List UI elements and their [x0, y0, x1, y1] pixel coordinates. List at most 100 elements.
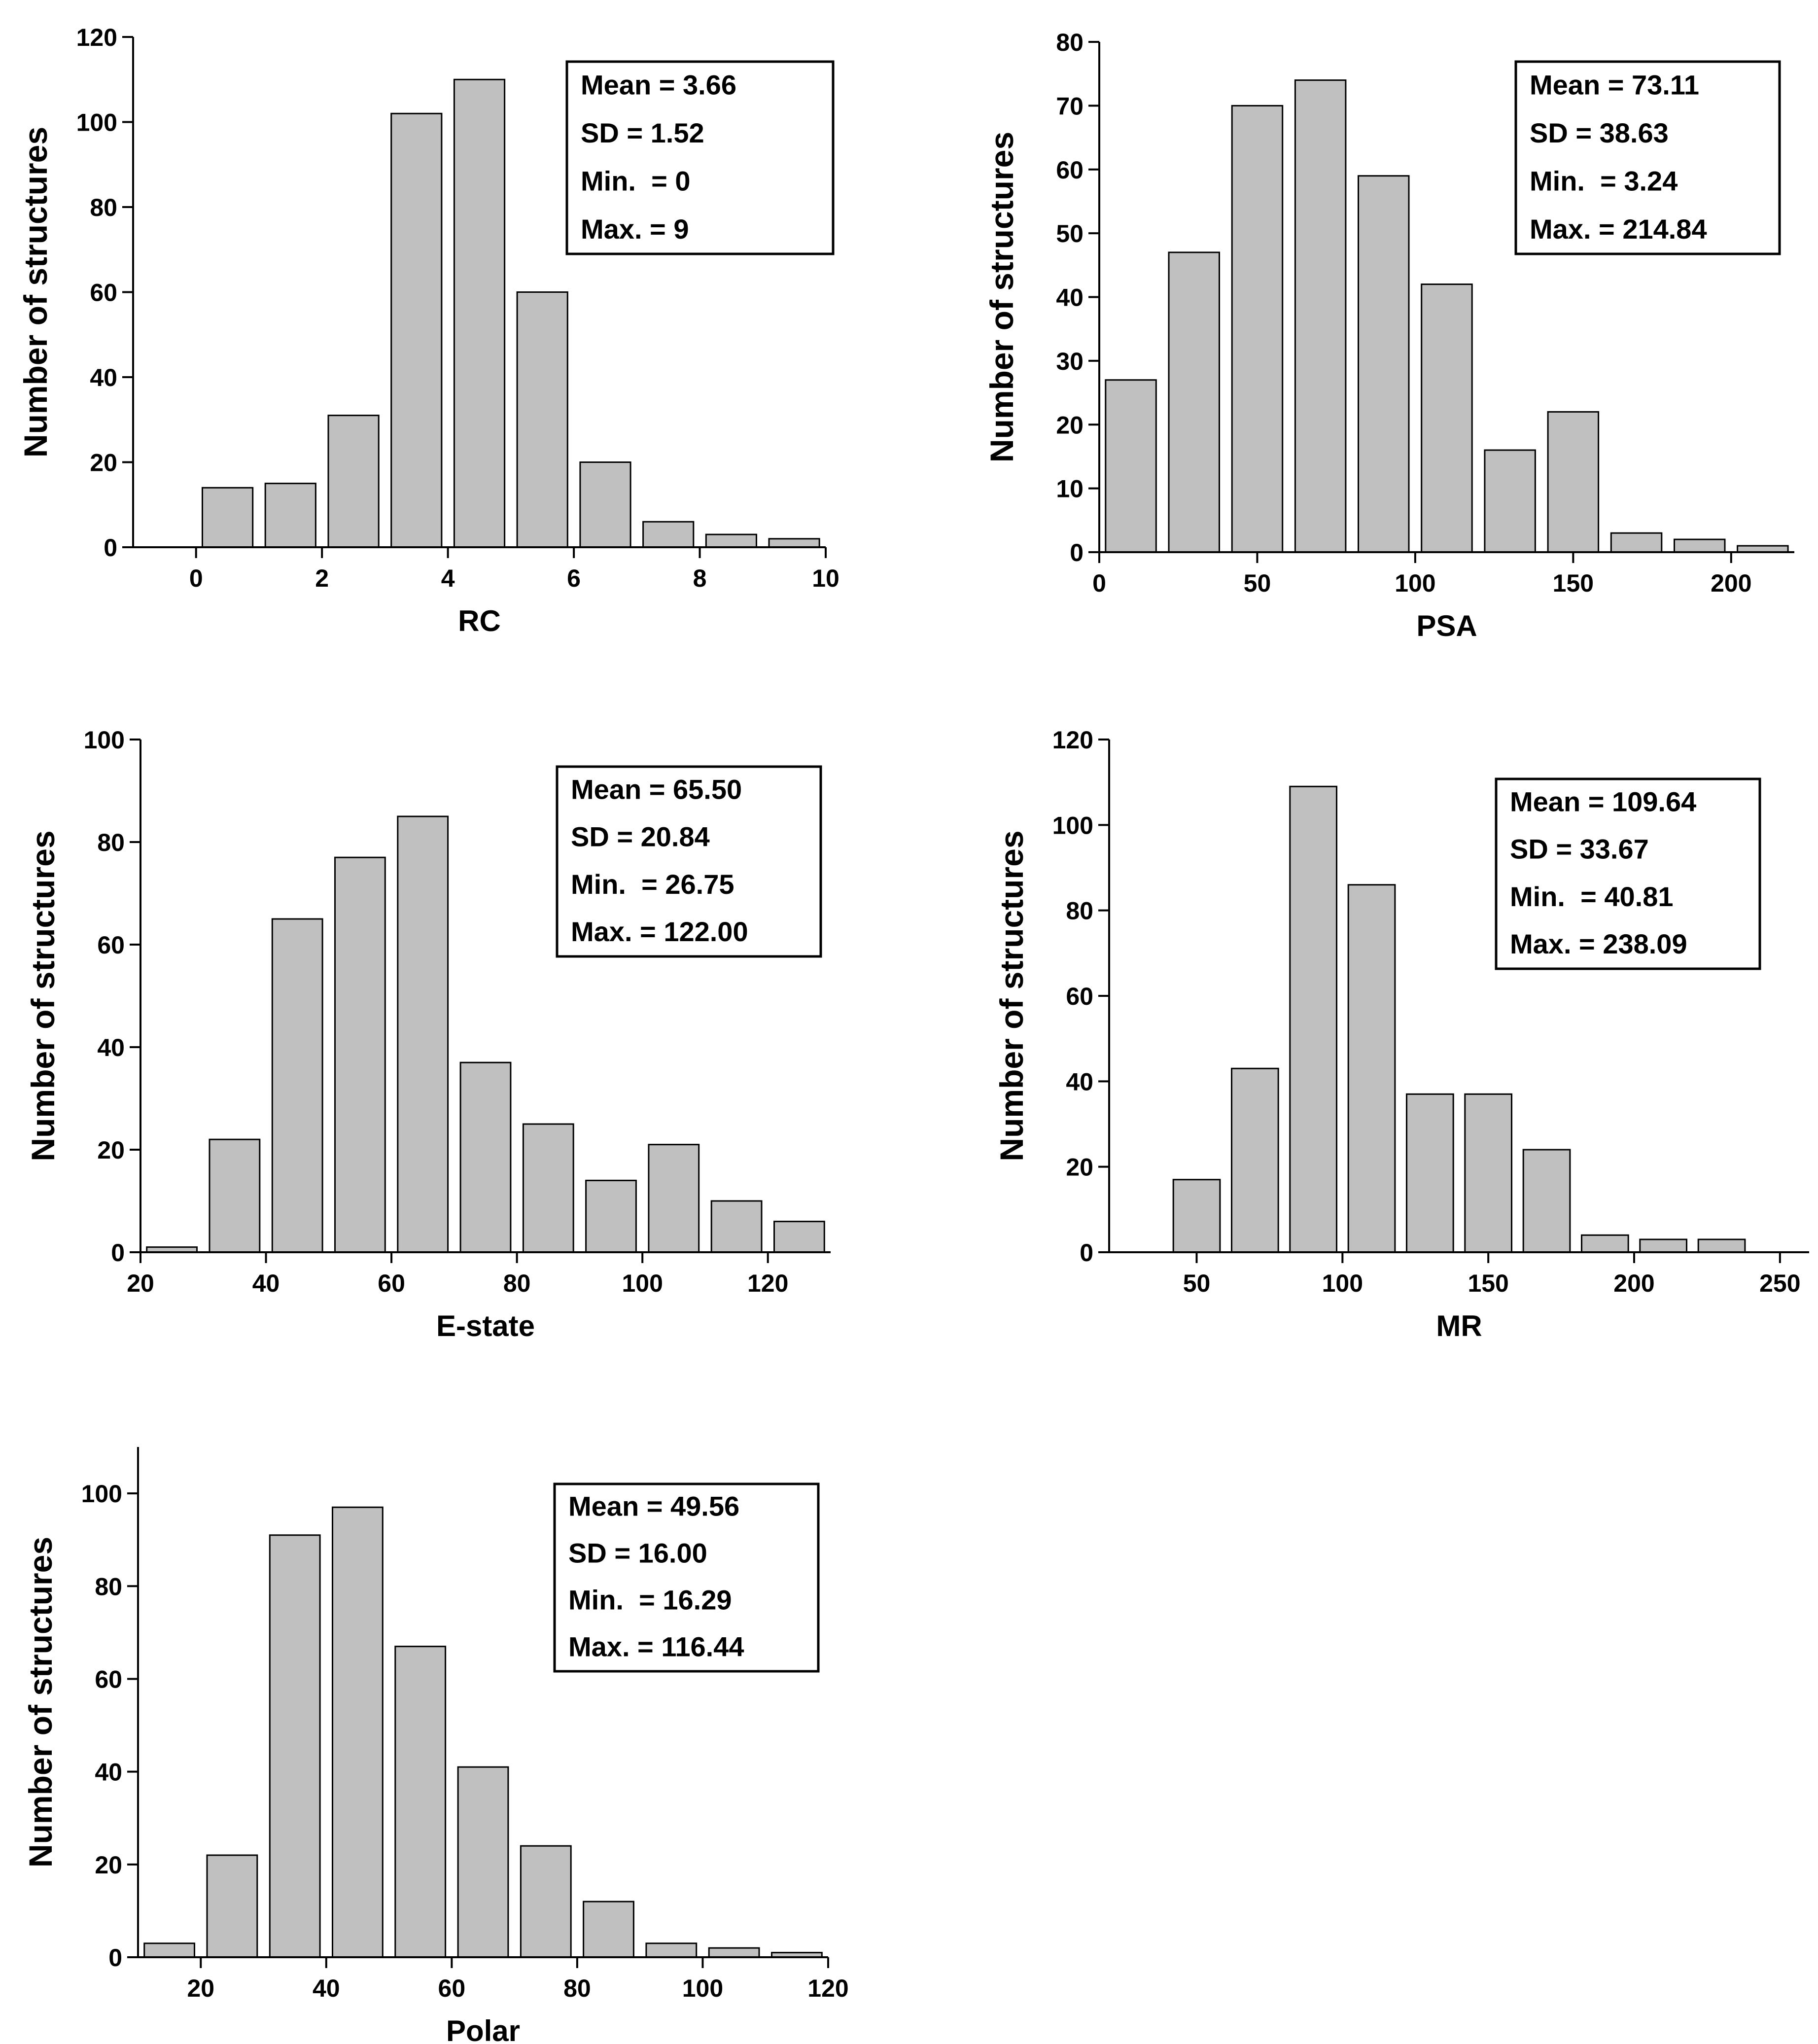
- y-tick-label: 40: [1056, 284, 1084, 312]
- histogram-bar: [1547, 411, 1600, 553]
- histogram-bar: [209, 1138, 261, 1253]
- histogram-bar: [1697, 1238, 1746, 1253]
- y-tick-label: 20: [1056, 411, 1084, 439]
- stats-line: Max. = 122.00: [571, 916, 748, 947]
- x-tick-label: 40: [252, 1269, 280, 1297]
- x-tick-label: 20: [187, 1974, 214, 2002]
- histogram-bar: [1289, 785, 1338, 1253]
- stats-line: Max. = 238.09: [1510, 928, 1687, 959]
- y-tick-label: 120: [1052, 726, 1093, 754]
- x-axis-label: PSA: [1416, 609, 1477, 642]
- stats-line: SD = 1.52: [581, 117, 704, 148]
- x-tick-label: 2: [315, 564, 329, 592]
- stats-line: Mean = 73.11: [1530, 69, 1699, 100]
- histogram-bar: [1522, 1149, 1571, 1253]
- histogram-bar: [394, 1646, 447, 1958]
- x-tick-label: 100: [682, 1974, 723, 2002]
- stats-line: Mean = 109.64: [1510, 786, 1696, 817]
- x-tick-label: 120: [747, 1269, 788, 1297]
- histogram-bar: [648, 1144, 700, 1253]
- histogram-bar: [1581, 1234, 1629, 1253]
- y-tick-label: 40: [1066, 1068, 1093, 1095]
- stats-box: [556, 765, 822, 958]
- histogram-bar: [271, 918, 323, 1253]
- histogram-bar: [708, 1947, 760, 1958]
- y-tick-label: 20: [95, 1851, 122, 1879]
- y-tick-label: 80: [90, 194, 117, 221]
- stats-line: Min. = 16.29: [568, 1585, 732, 1616]
- y-tick-label: 30: [1056, 348, 1084, 375]
- y-tick-label: 80: [1056, 29, 1084, 56]
- histogram-bar: [206, 1854, 258, 1958]
- y-tick-label: 0: [1070, 539, 1084, 566]
- stats-line: Min. = 40.81: [1510, 881, 1674, 912]
- histogram-bar: [642, 521, 695, 548]
- stats-line: Min. = 3.24: [1530, 165, 1678, 196]
- x-tick-label: 150: [1468, 1269, 1508, 1297]
- y-tick-label: 100: [84, 726, 125, 754]
- x-axis-label: E-state: [436, 1309, 535, 1342]
- stats-line: Min. = 0: [581, 165, 691, 196]
- stats-line: Max. = 214.84: [1530, 213, 1707, 245]
- x-tick-label: 4: [441, 564, 455, 592]
- stats-line: Max. = 116.44: [568, 1631, 744, 1662]
- histogram-bar: [459, 1061, 512, 1253]
- y-tick-label: 40: [95, 1759, 122, 1786]
- x-axis-label: MR: [1436, 1309, 1482, 1342]
- histogram-bar: [710, 1200, 763, 1253]
- y-tick-label: 80: [97, 829, 125, 856]
- y-axis-label: Number of structures: [22, 1537, 59, 1868]
- y-tick-label: 0: [108, 1944, 122, 1972]
- y-tick-label: 60: [97, 931, 125, 959]
- x-tick-label: 20: [127, 1269, 154, 1297]
- stats-line: Mean = 65.50: [571, 774, 742, 805]
- histogram-bar: [516, 291, 568, 548]
- y-tick-label: 20: [90, 449, 117, 477]
- y-tick-label: 80: [95, 1573, 122, 1600]
- x-tick-label: 8: [693, 564, 707, 592]
- stats-box: [565, 60, 835, 255]
- histogram-bar: [1172, 1179, 1221, 1253]
- stats-line: SD = 38.63: [1530, 117, 1669, 148]
- y-tick-label: 0: [111, 1239, 125, 1267]
- histogram-bar: [202, 487, 254, 548]
- y-tick-label: 20: [1066, 1154, 1093, 1181]
- x-tick-label: 60: [378, 1269, 405, 1297]
- x-tick-label: 100: [1395, 569, 1435, 597]
- y-tick-label: 60: [1056, 156, 1084, 184]
- histogram-bar: [457, 1766, 509, 1958]
- histogram-bar: [1464, 1093, 1513, 1253]
- histogram-bar: [390, 112, 443, 548]
- stats-line: SD = 33.67: [1510, 834, 1649, 865]
- stats-box: [553, 1482, 820, 1673]
- histogram-bar: [1421, 283, 1473, 553]
- stats-line: SD = 20.84: [571, 821, 710, 852]
- histogram-bar: [264, 483, 316, 548]
- x-tick-label: 0: [1092, 569, 1106, 597]
- x-tick-label: 60: [438, 1974, 466, 2002]
- histogram-bar: [143, 1942, 196, 1958]
- x-tick-label: 50: [1244, 569, 1271, 597]
- y-tick-label: 40: [97, 1034, 125, 1061]
- y-tick-label: 0: [1080, 1239, 1093, 1267]
- x-tick-label: 100: [1322, 1269, 1363, 1297]
- x-tick-label: 80: [563, 1974, 591, 2002]
- y-tick-label: 20: [97, 1136, 125, 1164]
- y-tick-label: 80: [1066, 897, 1093, 925]
- stats-box: [1495, 777, 1761, 970]
- y-tick-label: 40: [90, 364, 117, 391]
- x-tick-label: 250: [1759, 1269, 1800, 1297]
- stats-line: SD = 16.00: [568, 1538, 707, 1569]
- x-tick-label: 40: [313, 1974, 340, 2002]
- y-tick-label: 60: [95, 1665, 122, 1693]
- y-axis-label: Number of structures: [993, 830, 1030, 1161]
- y-tick-label: 60: [90, 279, 117, 307]
- histogram-bar: [1358, 175, 1410, 553]
- y-tick-label: 0: [104, 534, 117, 562]
- x-tick-label: 10: [812, 564, 839, 592]
